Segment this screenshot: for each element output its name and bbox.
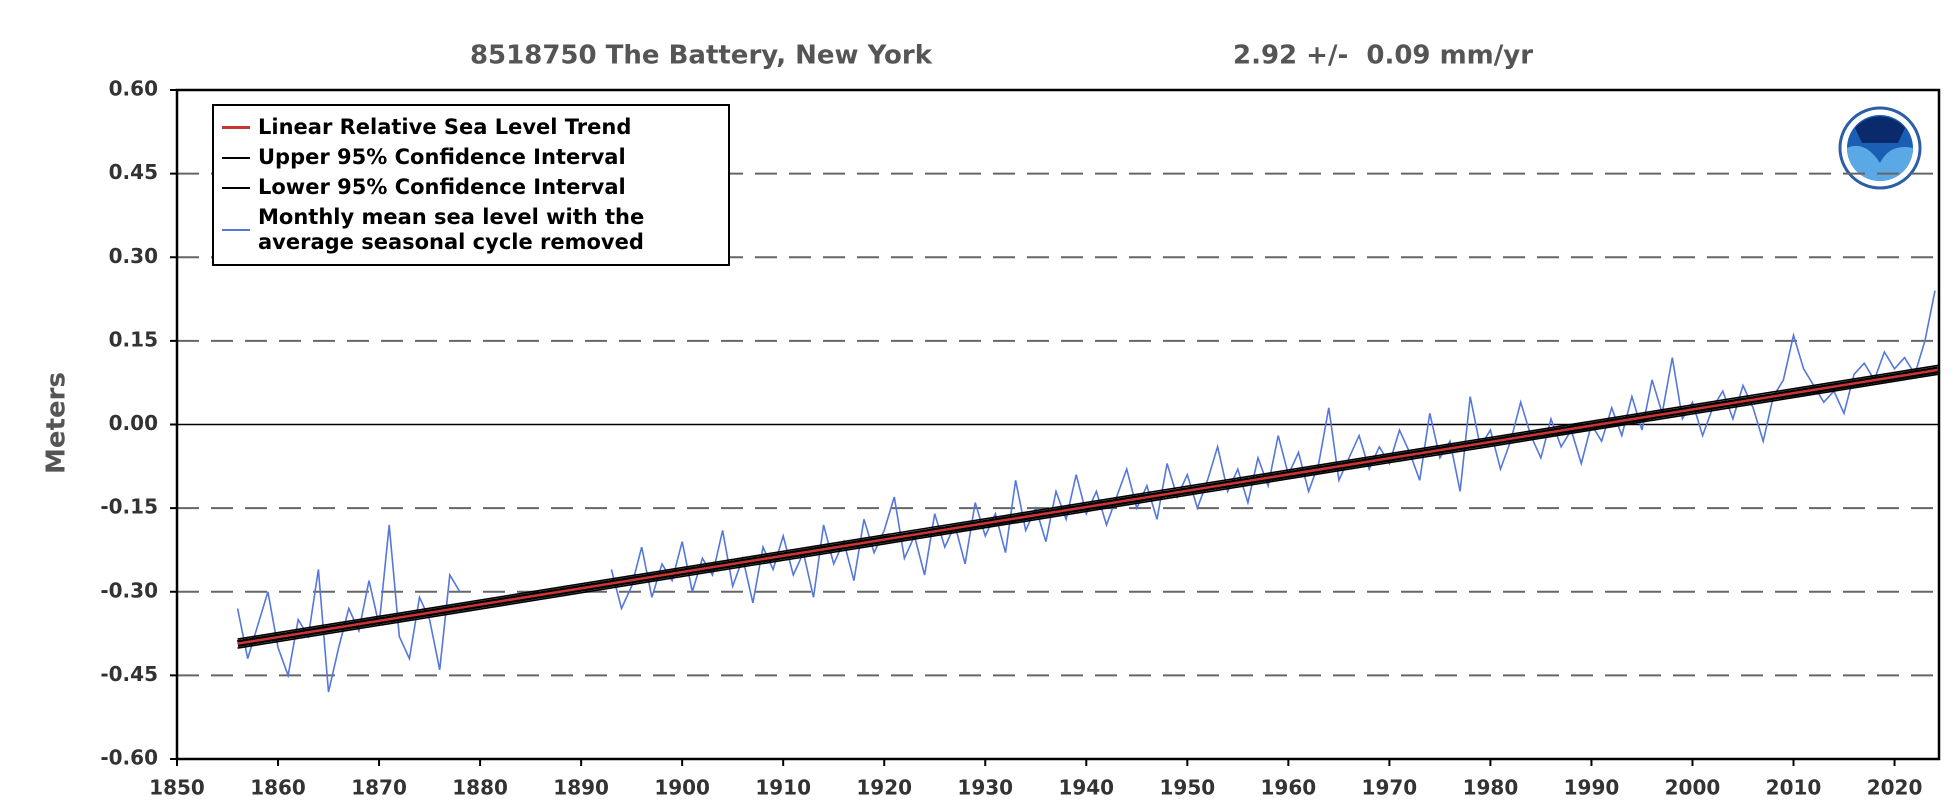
y-tick-label: -0.15 [100,495,158,519]
y-tick-label: 0.30 [109,244,158,268]
x-tick-label: 1890 [553,776,609,800]
x-tick-label: 1900 [654,776,710,800]
x-tick-label: 1970 [1362,776,1418,800]
x-tick-label: 1880 [452,776,508,800]
y-tick-label: -0.30 [100,578,158,602]
legend-swatch [222,229,250,231]
legend-swatch [222,186,250,189]
y-axis-label: Meters [42,372,72,474]
legend-label: Lower 95% Confidence Interval [258,175,626,199]
x-tick-label: 1940 [1058,776,1114,800]
x-tick-label: 2000 [1665,776,1721,800]
legend-swatch [222,126,250,129]
data-line [236,290,1936,693]
y-tick-label: 0.00 [109,411,158,435]
x-tick-label: 2010 [1766,776,1822,800]
legend: Linear Relative Sea Level Trend Upper 95%… [212,104,730,266]
legend-swatch [222,156,250,159]
plot-frame [175,88,1941,761]
legend-entry: Monthly mean sea level with the average … [222,205,720,255]
chart-title: 8518750 The Battery, New York [470,41,933,71]
noaa-logo [1838,106,1922,190]
y-tick-label: -0.60 [100,746,158,770]
x-tick-label: 1980 [1463,776,1519,800]
x-tick-label: 1990 [1564,776,1620,800]
legend-entry: Linear Relative Sea Level Trend [222,115,720,140]
legend-label: Upper 95% Confidence Interval [258,145,626,169]
legend-entry: Upper 95% Confidence Interval [222,145,720,170]
legend-label: Monthly mean sea level with the average … [258,205,645,254]
ci-line [237,364,1939,640]
x-tick-label: 1950 [1159,776,1215,800]
x-tick-label: 1920 [856,776,912,800]
y-tick-label: 0.60 [109,77,158,101]
x-tick-label: 1960 [1261,776,1317,800]
ci-line [237,373,1939,649]
y-tick-label: -0.45 [100,662,158,686]
trend-line [237,368,1939,645]
legend-label: Linear Relative Sea Level Trend [258,115,632,139]
x-tick-label: 1860 [250,776,306,800]
x-tick-label: 1850 [149,776,205,800]
y-tick-label: 0.45 [109,160,158,184]
x-tick-label: 2020 [1867,776,1923,800]
chart-subtitle: 2.92 +/- 0.09 mm/yr [1233,41,1533,71]
y-tick-label: 0.15 [109,327,158,351]
x-tick-label: 1930 [957,776,1013,800]
legend-entry: Lower 95% Confidence Interval [222,175,720,200]
x-tick-label: 1870 [351,776,407,800]
x-tick-label: 1910 [755,776,811,800]
